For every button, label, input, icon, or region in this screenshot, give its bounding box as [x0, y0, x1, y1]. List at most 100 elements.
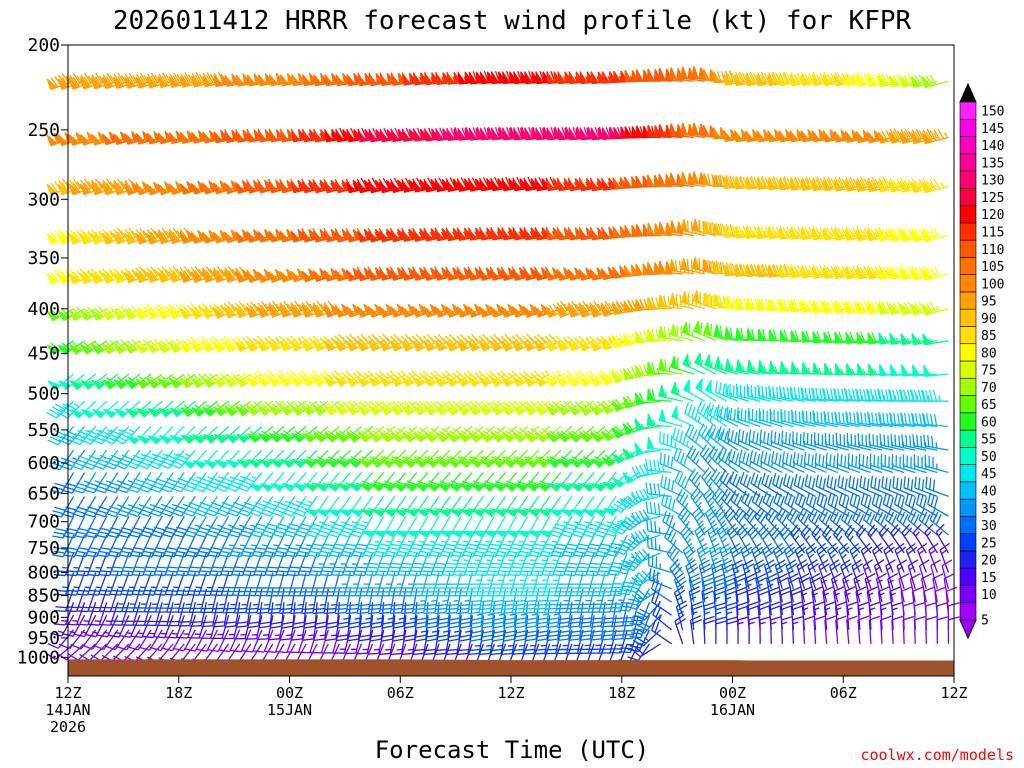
- barb-half-flag: [496, 644, 503, 647]
- barb-flag: [275, 526, 288, 531]
- barb-flag: [190, 303, 199, 313]
- barb-flag: [104, 488, 117, 494]
- barb-half-flag: [297, 634, 303, 637]
- barb-pennant: [372, 530, 387, 538]
- barb-flag: [434, 562, 447, 565]
- barb-flag: [149, 646, 162, 652]
- barb-pennant: [168, 377, 182, 389]
- barb-flag: [115, 435, 127, 442]
- barb-flag: [77, 429, 89, 437]
- barb-flag: [397, 550, 409, 554]
- barb-flag: [88, 589, 100, 592]
- barb-flag: [80, 438, 92, 445]
- barb-half-flag: [507, 540, 514, 543]
- wind-barb: [50, 496, 75, 518]
- barb-pennant: [368, 130, 379, 143]
- barb-flag: [341, 550, 354, 554]
- barb-half-flag: [96, 429, 102, 434]
- wind-barb: [126, 426, 152, 445]
- barb-staff: [297, 629, 307, 653]
- barb-flag: [434, 611, 446, 615]
- barb-flag: [154, 589, 167, 592]
- barb-flag: [445, 652, 458, 656]
- barb-flag: [137, 511, 149, 517]
- barb-flag: [502, 603, 514, 607]
- barb-pennant: [505, 530, 520, 538]
- barb-flag: [132, 526, 144, 531]
- barb-pennant: [259, 483, 274, 492]
- barb-pennant: [490, 228, 501, 241]
- wind-barb: [153, 614, 174, 639]
- barb-half-flag: [126, 632, 133, 635]
- barb-flag: [235, 607, 247, 610]
- barb-half-flag: [138, 308, 144, 314]
- barb-flag: [72, 489, 84, 494]
- barb-flag: [149, 340, 159, 350]
- barb-flag: [171, 459, 183, 466]
- barb-pennant: [361, 530, 376, 538]
- barb-flag: [87, 573, 99, 577]
- barb-half-flag: [474, 540, 481, 543]
- barb-flag: [52, 486, 64, 491]
- barb-flag: [510, 566, 523, 569]
- barb-flag: [487, 570, 499, 573]
- barb-half-flag: [216, 524, 223, 528]
- barb-flag: [184, 72, 192, 83]
- barb-flag: [419, 573, 431, 577]
- barb-flag: [498, 546, 510, 551]
- barb-flag: [94, 231, 103, 242]
- barb-flag: [298, 570, 311, 573]
- barb-flag: [322, 543, 335, 547]
- wind-barb: [140, 534, 163, 558]
- barb-pennant: [146, 183, 158, 196]
- barb-pennant: [349, 509, 364, 517]
- barb-flag: [441, 550, 453, 554]
- barb-flag: [255, 566, 268, 569]
- barb-flag: [93, 512, 106, 518]
- barb-flag: [74, 485, 86, 491]
- barb-flag: [218, 649, 230, 653]
- barb-half-flag: [58, 630, 64, 634]
- barb-flag: [378, 652, 391, 656]
- barb-flag: [127, 231, 136, 242]
- barb-flag: [161, 340, 170, 350]
- barb-pennant: [406, 530, 421, 538]
- barb-flag: [478, 562, 491, 565]
- barb-flag: [93, 435, 105, 442]
- barb-half-flag: [329, 521, 336, 524]
- barb-flag: [176, 526, 188, 531]
- barb-flag: [312, 611, 325, 615]
- barb-pennant: [135, 308, 148, 321]
- barb-flag: [270, 625, 282, 629]
- barb-flag: [280, 607, 292, 611]
- barb-flag: [83, 271, 92, 282]
- barb-pennant: [69, 379, 83, 391]
- barb-flag: [523, 607, 535, 610]
- barb-flag: [190, 621, 203, 623]
- barb-half-flag: [474, 644, 481, 647]
- barb-half-flag: [476, 613, 483, 616]
- barb-flag: [154, 570, 167, 573]
- barb-pennant: [90, 232, 103, 245]
- barb-flag: [94, 178, 103, 189]
- barb-flag: [139, 72, 147, 84]
- barb-pennant: [46, 183, 58, 196]
- barb-pennant: [126, 435, 140, 445]
- barb-flag: [117, 227, 125, 238]
- barb-flag: [139, 75, 147, 87]
- barb-flag: [479, 607, 491, 611]
- barb-flag: [356, 611, 369, 615]
- barb-flag: [172, 75, 180, 86]
- barb-staff: [122, 643, 141, 662]
- barb-flag: [57, 74, 66, 85]
- barb-flag: [401, 611, 413, 615]
- barb-pennant: [113, 77, 124, 89]
- barb-flag: [489, 543, 501, 547]
- barb-flag: [150, 75, 158, 87]
- barb-flag: [446, 607, 458, 611]
- barb-flag: [281, 625, 294, 629]
- barb-flag: [73, 633, 85, 638]
- barb-half-flag: [308, 634, 315, 637]
- barb-flag: [233, 566, 246, 569]
- barb-half-flag: [295, 544, 302, 547]
